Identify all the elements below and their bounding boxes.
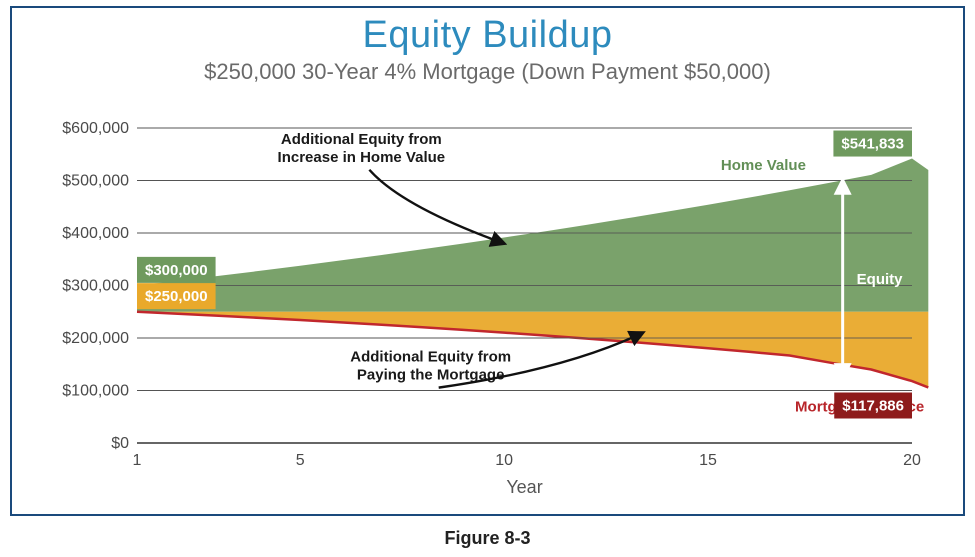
- svg-text:$0: $0: [111, 435, 129, 452]
- svg-text:20: 20: [903, 452, 921, 469]
- svg-text:$400,000: $400,000: [62, 225, 129, 242]
- svg-text:$100,000: $100,000: [62, 383, 129, 400]
- svg-text:$250,000: $250,000: [145, 288, 208, 305]
- svg-text:$600,000: $600,000: [62, 120, 129, 137]
- svg-text:10: 10: [495, 452, 513, 469]
- svg-text:$541,833: $541,833: [841, 136, 904, 153]
- chart-title: Equity Buildup: [12, 14, 963, 57]
- svg-text:5: 5: [296, 452, 305, 469]
- svg-text:$500,000: $500,000: [62, 173, 129, 190]
- svg-text:Year: Year: [506, 477, 542, 497]
- equity-label: Equity: [857, 271, 903, 288]
- svg-text:$300,000: $300,000: [62, 278, 129, 295]
- svg-text:Additional Equity from: Additional Equity from: [350, 349, 511, 366]
- svg-text:Increase in Home Value: Increase in Home Value: [278, 149, 446, 166]
- home-value-label: Home Value: [721, 157, 806, 174]
- svg-text:1: 1: [133, 452, 142, 469]
- figure-caption: Figure 8-3: [10, 528, 965, 549]
- home-value-area: [137, 159, 928, 312]
- svg-text:$200,000: $200,000: [62, 330, 129, 347]
- equity-chart-svg: $0 $100,000 $200,000 $300,000 $400,000 $500,0…: [42, 113, 937, 498]
- svg-text:15: 15: [699, 452, 717, 469]
- principal-paydown-area: [137, 312, 928, 387]
- chart-area: $0 $100,000 $200,000 $300,000 $400,000 $500,0…: [42, 113, 933, 494]
- svg-text:$300,000: $300,000: [145, 262, 208, 279]
- svg-text:$117,886: $117,886: [842, 398, 904, 415]
- chart-frame: Equity Buildup $250,000 30-Year 4% Mortg…: [10, 6, 965, 516]
- svg-text:Additional Equity from: Additional Equity from: [281, 131, 442, 148]
- chart-subtitle: $250,000 30-Year 4% Mortgage (Down Payme…: [12, 59, 963, 85]
